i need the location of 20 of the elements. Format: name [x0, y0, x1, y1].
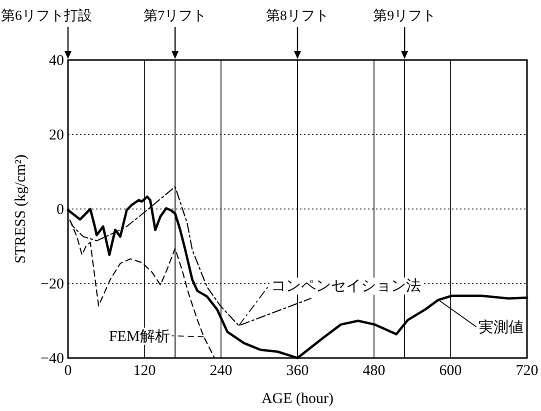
x-tick-label: 360 [286, 363, 309, 379]
x-tick-label: 600 [439, 363, 462, 379]
ref-line-label: 第8リフト [266, 8, 329, 24]
y-tick-label: −20 [40, 276, 64, 292]
y-axis-title: STRESS (kg/cm²) [13, 154, 29, 264]
y-tick-label: 20 [49, 128, 64, 144]
x-tick-label: 720 [516, 363, 538, 379]
series-label: 実測値 [478, 318, 524, 336]
y-tick-label: 0 [56, 202, 64, 218]
x-axis-title: AGE (hour) [261, 391, 334, 407]
ref-line-label: 第9リフト [373, 8, 436, 24]
x-tick-label: 480 [362, 363, 386, 379]
y-tick-label: −40 [40, 351, 64, 367]
x-tick-label: 120 [133, 363, 156, 379]
ref-line-label: 第7リフト [144, 8, 207, 24]
x-tick-label: 240 [210, 363, 232, 379]
legend-label: FEM解析 [108, 328, 170, 345]
series-label: コンペンセイション法 [270, 278, 421, 295]
y-tick-label: 40 [49, 53, 64, 69]
ref-line-label: 第6リフト打設 [1, 8, 92, 24]
